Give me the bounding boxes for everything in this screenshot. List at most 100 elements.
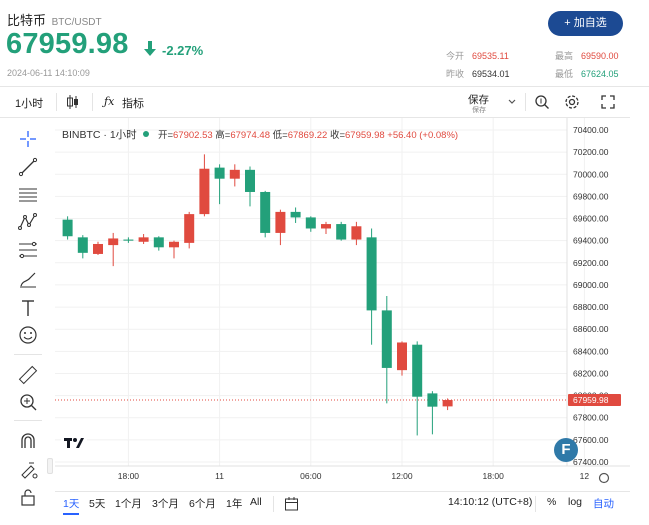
- current-price-label: 67959.98: [573, 395, 609, 405]
- range-1天[interactable]: 1天: [63, 496, 80, 515]
- price-tick-label: 68200.00: [573, 368, 609, 378]
- candle-body: [199, 168, 210, 215]
- quote-header: 比特币 BTC/USDT 67959.98 -2.27% 2024-06-11 …: [0, 0, 649, 86]
- toolbar-separator: [273, 496, 274, 512]
- toolbar-separator: [535, 496, 536, 512]
- range-6个月[interactable]: 6个月: [189, 498, 216, 510]
- price-tick-label: 67600.00: [573, 435, 609, 445]
- price-tick-label: 67800.00: [573, 413, 609, 423]
- price-tick-label: 68600.00: [573, 324, 609, 334]
- emoji-icon[interactable]: [18, 325, 38, 345]
- candle-body: [260, 191, 271, 233]
- save-button[interactable]: 保存: [468, 94, 489, 106]
- magnet-icon[interactable]: [18, 431, 38, 451]
- candle-body: [305, 217, 316, 229]
- range-3个月[interactable]: 3个月: [152, 498, 179, 510]
- candle-body: [138, 237, 149, 242]
- price-chart[interactable]: 70400.00 70200.00 70000.00 69800.00 69600.00…: [55, 118, 630, 492]
- axis-settings-icon[interactable]: [598, 472, 610, 484]
- price-tick-label: 69000.00: [573, 280, 609, 290]
- price-axis: 70400.00 70200.00 70000.00 69800.00 69600.00…: [568, 125, 621, 467]
- tradingview-logo[interactable]: [61, 433, 87, 453]
- trading-pair: BTC/USDT: [51, 17, 102, 28]
- toolbar-separator: [56, 93, 57, 111]
- price-change: -2.27%: [162, 43, 204, 58]
- toolbar-separator: [14, 420, 42, 421]
- price-tick-label: 70400.00: [573, 125, 609, 135]
- stat-prev-close: 昨收 69534.01: [446, 69, 510, 79]
- candle-type-icon[interactable]: [66, 95, 80, 109]
- time-tick-label: 18:00: [483, 471, 505, 481]
- add-watchlist-button[interactable]: + 加自选: [548, 11, 623, 36]
- calendar-icon[interactable]: [284, 496, 299, 511]
- divider: [0, 86, 649, 87]
- candle-body: [412, 344, 423, 397]
- text-tool-icon[interactable]: [18, 298, 38, 318]
- candle-body: [229, 169, 240, 179]
- pattern-icon[interactable]: [18, 212, 38, 232]
- price-tick-label: 68800.00: [573, 302, 609, 312]
- candles: [62, 154, 453, 436]
- price-tick-label: 69600.00: [573, 214, 609, 224]
- legend-symbol: BINBTC · 1小时: [62, 129, 137, 141]
- lock-icon[interactable]: [18, 487, 38, 507]
- indicators-button[interactable]: 指标: [122, 98, 144, 110]
- trend-line-icon[interactable]: [18, 157, 38, 177]
- candle-body: [321, 224, 331, 229]
- coin-name: 比特币: [7, 13, 47, 28]
- candle-body: [108, 238, 119, 246]
- price-tick-label: 67400.00: [573, 457, 609, 467]
- zoom-in-icon[interactable]: [18, 392, 38, 412]
- chart-grid: [55, 118, 630, 467]
- range-All[interactable]: All: [250, 496, 262, 508]
- ruler-icon[interactable]: [18, 365, 38, 385]
- candle-body: [275, 211, 286, 233]
- clock-time[interactable]: 14:10:12 (UTC+8): [448, 496, 533, 508]
- ohlc-legend: BINBTC · 1小时 开=67902.53 高=67974.48 低=678…: [62, 129, 459, 141]
- candle-body: [123, 239, 134, 241]
- interval-selector[interactable]: 1小时: [15, 98, 44, 110]
- fullscreen-icon[interactable]: [601, 95, 615, 109]
- time-axis: 18:00 11 06:00 12:00 18:00 12: [118, 471, 610, 484]
- current-price-tag: [568, 394, 621, 407]
- toolbar-collapse-handle[interactable]: [47, 458, 53, 474]
- function-icon[interactable]: ƒx: [104, 95, 115, 108]
- chevron-down-icon[interactable]: [508, 99, 516, 105]
- legend-close: 67959.98: [345, 130, 385, 141]
- candle-body: [397, 342, 407, 371]
- gear-icon[interactable]: [564, 94, 580, 110]
- range-1个月[interactable]: 1个月: [115, 498, 142, 510]
- stat-open: 今开 69535.11: [446, 51, 509, 61]
- coin-title: 比特币 BTC/USDT: [7, 10, 102, 29]
- price-tick-label: 68400.00: [573, 346, 609, 356]
- chart-toolbar: 1小时 ƒx 指标 保存 保存: [0, 87, 630, 117]
- range-5天[interactable]: 5天: [89, 498, 106, 510]
- down-arrow-icon: [144, 41, 156, 56]
- price-tick-label: 69800.00: [573, 191, 609, 201]
- candle-body: [93, 243, 103, 254]
- candle-body: [442, 400, 453, 407]
- time-tick-label: 06:00: [300, 471, 322, 481]
- divider: [55, 491, 630, 492]
- lock-drawing-icon[interactable]: [18, 459, 38, 479]
- divider: [0, 117, 630, 118]
- time-tick-label: 12:00: [391, 471, 413, 481]
- horizontal-lines-icon[interactable]: [18, 184, 38, 204]
- log-toggle[interactable]: log: [568, 496, 583, 508]
- fib-retracement-icon[interactable]: [18, 240, 38, 260]
- quick-search-icon[interactable]: [534, 94, 550, 110]
- crosshair-icon[interactable]: [18, 129, 38, 149]
- brush-icon[interactable]: [18, 269, 38, 289]
- drawing-toolbar: [0, 118, 55, 525]
- legend-low: 67869.22: [287, 130, 328, 141]
- candle-body: [427, 393, 438, 407]
- quote-datetime: 2024-06-11 14:10:09: [7, 68, 90, 78]
- candle-body: [366, 237, 377, 311]
- last-price: 67959.98: [6, 28, 129, 60]
- range-1年[interactable]: 1年: [226, 498, 243, 510]
- candle-body: [336, 224, 347, 240]
- percent-toggle[interactable]: %: [547, 496, 557, 508]
- candle-body: [169, 241, 179, 248]
- auto-toggle[interactable]: 自动: [593, 498, 614, 510]
- fund-badge[interactable]: F: [554, 438, 578, 462]
